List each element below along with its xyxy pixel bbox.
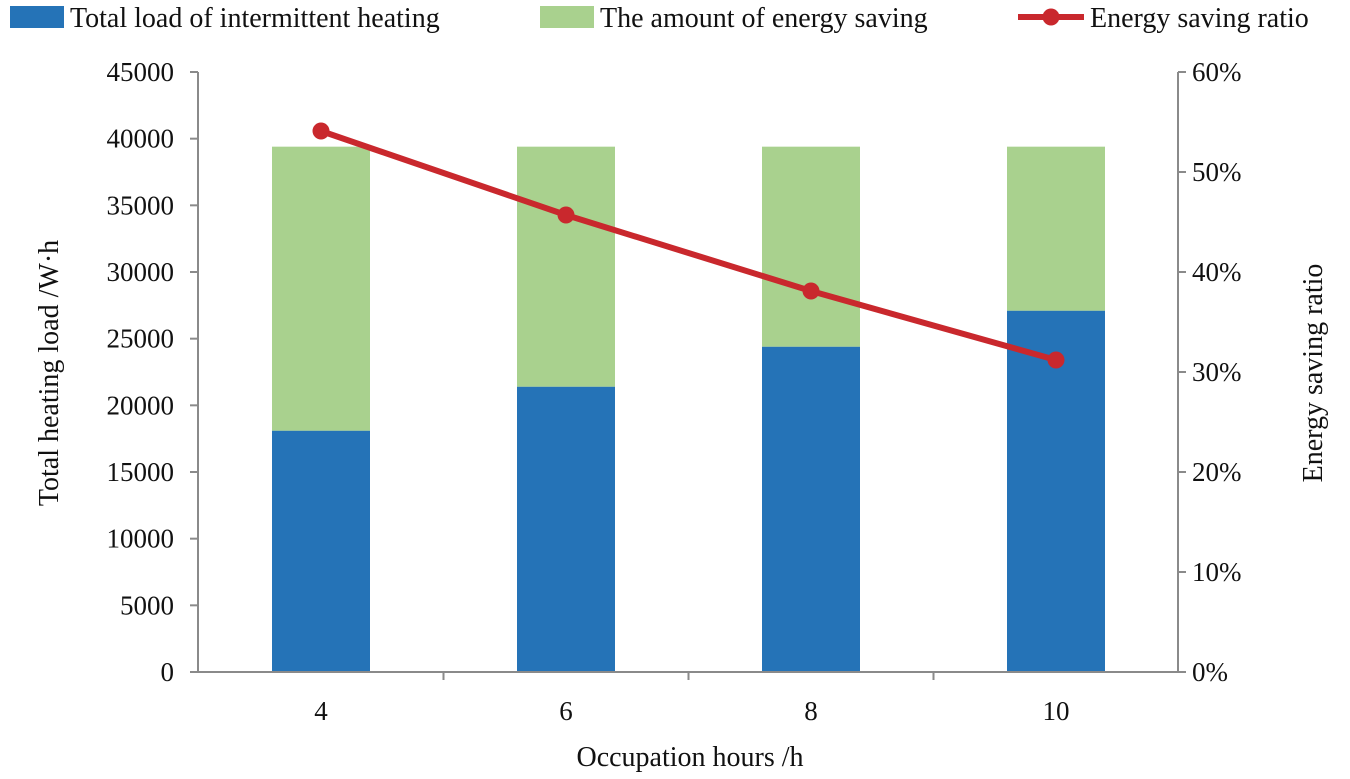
y2-tick-label: 60% bbox=[1192, 57, 1242, 87]
y-tick-label: 15000 bbox=[107, 457, 175, 487]
y2-axis-title: Energy saving ratio bbox=[1298, 264, 1329, 483]
y-tick-label: 10000 bbox=[107, 524, 175, 554]
y-tick-label: 5000 bbox=[120, 590, 174, 620]
y-tick-label: 25000 bbox=[107, 324, 175, 354]
bar-energy-saving-10 bbox=[1007, 146, 1105, 311]
legend-label-1: The amount of energy saving bbox=[600, 3, 928, 34]
bar-energy-saving-8 bbox=[762, 146, 860, 347]
y2-tick-label: 40% bbox=[1192, 257, 1242, 287]
ratio-line bbox=[312, 122, 1065, 369]
bar-intermittent-load-4 bbox=[272, 430, 370, 672]
x-tick-label: 4 bbox=[314, 696, 328, 726]
legend-label-0: Total load of intermittent heating bbox=[70, 3, 440, 34]
y-tick-label: 40000 bbox=[107, 124, 175, 154]
bars bbox=[272, 146, 1105, 672]
x-tick-label: 8 bbox=[804, 696, 818, 726]
bar-intermittent-load-10 bbox=[1007, 310, 1105, 672]
ratio-point-6 bbox=[557, 206, 575, 224]
y2-tick-label: 20% bbox=[1192, 457, 1242, 487]
y-axis-title: Total heating load /W·h bbox=[34, 240, 65, 506]
ratio-point-4 bbox=[312, 122, 330, 140]
legend-swatch-1 bbox=[540, 6, 594, 28]
y-tick-label: 30000 bbox=[107, 257, 175, 287]
y2-tick-label: 50% bbox=[1192, 157, 1242, 187]
y-tick-label: 0 bbox=[161, 657, 175, 687]
legend: Total load of intermittent heating The am… bbox=[10, 3, 1309, 34]
y2-tick-label: 30% bbox=[1192, 357, 1242, 387]
y-tick-label: 35000 bbox=[107, 190, 175, 220]
bar-energy-saving-6 bbox=[517, 146, 615, 387]
ratio-point-8 bbox=[802, 282, 820, 300]
axes: 0 5000 10000 15000 20000 25000 30000 35000 40000… bbox=[107, 57, 1242, 726]
legend-swatch-0 bbox=[10, 6, 64, 28]
x-tick-label: 6 bbox=[559, 696, 573, 726]
y2-tick-label: 0% bbox=[1192, 657, 1228, 687]
ratio-point-10 bbox=[1047, 351, 1065, 369]
y-tick-label: 45000 bbox=[107, 57, 175, 87]
y-tick-label: 20000 bbox=[107, 390, 175, 420]
x-tick-label: 10 bbox=[1043, 696, 1070, 726]
x-axis-title: Occupation hours /h bbox=[576, 742, 803, 773]
y2-tick-label: 10% bbox=[1192, 557, 1242, 587]
legend-swatch-marker bbox=[1042, 8, 1060, 26]
bar-intermittent-load-8 bbox=[762, 346, 860, 672]
ratio-line-path bbox=[320, 128, 1057, 363]
bar-intermittent-load-6 bbox=[517, 386, 615, 672]
legend-label-2: Energy saving ratio bbox=[1090, 3, 1309, 34]
bar-energy-saving-4 bbox=[272, 146, 370, 431]
